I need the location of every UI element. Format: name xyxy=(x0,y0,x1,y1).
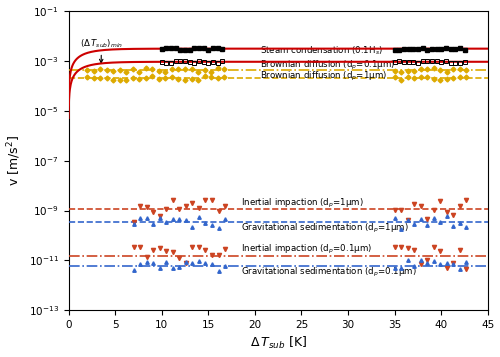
X-axis label: $\Delta\, T_{sub}$ [K]: $\Delta\, T_{sub}$ [K] xyxy=(250,335,306,351)
Text: Gravitational sedimentation (d$_p$=0.1μm): Gravitational sedimentation (d$_p$=0.1μm… xyxy=(241,266,416,279)
Text: Gravitational sedimentation (d$_p$=1μm): Gravitational sedimentation (d$_p$=1μm) xyxy=(241,222,408,235)
Text: Inertial impaction (d$_p$=0.1μm): Inertial impaction (d$_p$=0.1μm) xyxy=(241,243,372,256)
Y-axis label: v [m/s$^2$]: v [m/s$^2$] xyxy=(6,135,23,186)
Text: Brownian diffusion (d$_p$=1μm): Brownian diffusion (d$_p$=1μm) xyxy=(260,70,386,83)
Text: Steam condensation (0.1H$_s$): Steam condensation (0.1H$_s$) xyxy=(260,45,382,57)
Text: Brownian diffusion (d$_p$=0.1μm): Brownian diffusion (d$_p$=0.1μm) xyxy=(260,59,395,72)
Text: $(\Delta\, T_{sub})_{min}$: $(\Delta\, T_{sub})_{min}$ xyxy=(80,37,123,63)
Text: Inertial impaction (d$_p$=1μm): Inertial impaction (d$_p$=1μm) xyxy=(241,197,364,210)
